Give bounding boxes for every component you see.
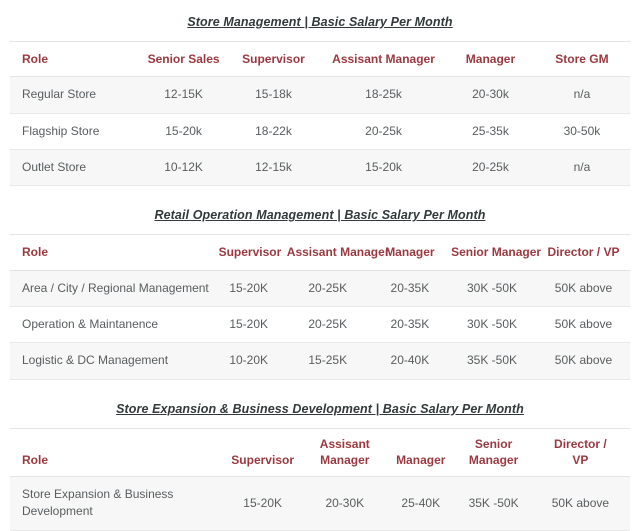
salary-range-cell: 35K -50K bbox=[447, 342, 537, 380]
salary-range-cell: 20-25k bbox=[319, 113, 448, 150]
role-cell: Outlet Store bbox=[10, 149, 141, 187]
salary-range-cell: 20-35K bbox=[372, 270, 448, 307]
role-cell: Area / City / Regional Management bbox=[10, 270, 215, 307]
column-header-label: Role bbox=[22, 452, 49, 467]
salary-range-cell: 15-25K bbox=[282, 342, 373, 380]
salary-range-cell: 15-18k bbox=[226, 76, 320, 114]
salary-range-cell: 20-25K bbox=[282, 306, 373, 344]
role-cell: Store Expansion & Business Development bbox=[10, 476, 221, 531]
salary-column-header: Manager bbox=[385, 427, 457, 478]
salary-range-cell: 20-25k bbox=[447, 149, 534, 187]
salary-range-cell: 20-30k bbox=[447, 76, 534, 114]
salary-column-header: Supervisor bbox=[226, 40, 320, 78]
store-management-table: Role Senior Sales Supervisor Assisant Manag… bbox=[10, 40, 630, 187]
role-column-header: Role bbox=[10, 234, 215, 271]
table-title-store-expansion-business-development: Store Expansion & Business Development |… bbox=[116, 401, 524, 416]
salary-range-cell: n/a bbox=[533, 76, 630, 114]
column-header-label: Supervisor bbox=[218, 245, 282, 260]
salary-range-cell: 50K above bbox=[536, 270, 630, 307]
salary-range-cell: 35K -50K bbox=[456, 476, 531, 531]
salary-column-header: Assisant Manager bbox=[304, 427, 386, 478]
column-header-label: Manager bbox=[396, 452, 446, 467]
salary-column-header: Senior Sales bbox=[140, 40, 227, 78]
column-header-label: Senior Manager bbox=[451, 245, 542, 260]
salary-range-cell: 30-50k bbox=[533, 113, 630, 150]
table-row: Logistic & DC Management 10-20K 15-25K 20-4… bbox=[10, 342, 630, 380]
column-header-label: Manager bbox=[385, 245, 435, 260]
retail-operation-management-table: Role Supervisor Assisant Manager Manager Sen… bbox=[10, 234, 630, 380]
column-header-label: Senior Manager bbox=[468, 436, 519, 467]
salary-column-header: Director / VP bbox=[530, 427, 630, 478]
role-column-header: Role bbox=[10, 427, 221, 478]
salary-range-cell: 15-20k bbox=[140, 113, 227, 150]
salary-range-cell: 25-35k bbox=[447, 113, 534, 150]
column-header-label: Role bbox=[22, 52, 49, 66]
table-row: Regular Store 12-15K 15-18k 18-25k 20-30k n/a bbox=[10, 76, 630, 114]
column-header-label: Senior Sales bbox=[147, 52, 220, 66]
column-header-label: Role bbox=[22, 245, 49, 260]
salary-column-header: Senior Manager bbox=[456, 427, 531, 478]
salary-range-cell: 20-25K bbox=[282, 270, 373, 307]
column-header-label: Assisant Manager bbox=[332, 52, 435, 66]
salary-range-cell: 10-20K bbox=[214, 342, 283, 380]
role-cell: Flagship Store bbox=[10, 113, 141, 150]
header-row: Role Senior Sales Supervisor Assisant Manag… bbox=[10, 40, 630, 78]
table-title-store-management: Store Management | Basic Salary Per Mont… bbox=[187, 15, 453, 29]
table-row: Area / City / Regional Management 15-20K 2… bbox=[10, 270, 630, 307]
salary-range-cell: 30K -50K bbox=[447, 306, 537, 344]
table-row: Store Expansion & Business Development 15… bbox=[10, 476, 630, 531]
role-column-header: Role bbox=[10, 40, 141, 78]
section-retail-operation-management: Retail Operation Management | Basic Sala… bbox=[10, 208, 630, 380]
header-row: Role Supervisor Assisant Manager Manager Sen… bbox=[10, 427, 630, 478]
column-header-label: Assisant Manager bbox=[319, 436, 370, 467]
salary-column-header: Manager bbox=[372, 234, 448, 271]
salary-range-cell: 30K -50K bbox=[447, 270, 537, 307]
role-cell: Regular Store bbox=[10, 76, 141, 114]
salary-column-header: Supervisor bbox=[220, 427, 305, 478]
column-header-label: Store GM bbox=[555, 52, 609, 66]
salary-range-cell: 20-40K bbox=[372, 342, 448, 380]
salary-range-cell: 15-20k bbox=[319, 149, 448, 187]
salary-column-header: Manager bbox=[447, 40, 534, 78]
salary-column-header: Assisant Manager bbox=[282, 234, 389, 271]
salary-range-cell: 50K above bbox=[530, 476, 630, 531]
salary-range-cell: 12-15K bbox=[140, 76, 227, 114]
salary-range-cell: 15-20K bbox=[220, 476, 305, 531]
table-row: Flagship Store 15-20k 18-22k 20-25k 25-35k 30… bbox=[10, 113, 630, 150]
salary-range-cell: 10-12K bbox=[140, 149, 227, 187]
salary-column-header: Store GM bbox=[533, 40, 630, 78]
salary-range-cell: 15-20K bbox=[214, 306, 283, 344]
salary-range-cell: n/a bbox=[533, 149, 630, 187]
salary-range-cell: 50K above bbox=[536, 342, 630, 380]
section-store-expansion-business-development: Store Expansion & Business Development |… bbox=[10, 402, 630, 531]
column-header-label: Supervisor bbox=[231, 452, 294, 467]
column-header-label: Assisant Manager bbox=[286, 245, 390, 260]
salary-range-cell: 50K above bbox=[536, 306, 630, 344]
section-store-management: Store Management | Basic Salary Per Mont… bbox=[10, 15, 630, 187]
table-title-retail-operation-management: Retail Operation Management | Basic Sala… bbox=[154, 208, 486, 223]
salary-range-cell: 15-20K bbox=[214, 270, 283, 307]
column-header-label: Manager bbox=[465, 52, 516, 66]
salary-column-header: Senior Manager bbox=[447, 234, 541, 271]
salary-range-cell: 12-15k bbox=[226, 149, 320, 187]
salary-range-cell: 20-30K bbox=[304, 476, 386, 531]
salary-column-header: Supervisor bbox=[214, 234, 283, 271]
role-cell: Logistic & DC Management bbox=[10, 342, 215, 380]
table-row: Operation & Maintanence 15-20K 20-25K 20-35… bbox=[10, 306, 630, 344]
salary-range-cell: 18-25k bbox=[319, 76, 448, 114]
header-row: Role Supervisor Assisant Manager Manager Sen… bbox=[10, 234, 630, 271]
salary-range-cell: 25-40K bbox=[385, 476, 457, 531]
salary-column-header: Director / VP bbox=[536, 234, 630, 271]
column-header-label: Director / VP bbox=[554, 436, 607, 467]
role-cell: Operation & Maintanence bbox=[10, 306, 215, 344]
store-expansion-business-development-table: Role Supervisor Assisant Manager Manager Sen… bbox=[10, 427, 630, 531]
column-header-label: Supervisor bbox=[242, 52, 305, 66]
salary-column-header: Assisant Manager bbox=[319, 40, 448, 78]
column-header-label: Director / VP bbox=[547, 245, 620, 260]
salary-range-cell: 20-35K bbox=[372, 306, 448, 344]
table-row: Outlet Store 10-12K 12-15k 15-20k 20-25k n/a bbox=[10, 149, 630, 187]
salary-range-cell: 18-22k bbox=[226, 113, 320, 150]
